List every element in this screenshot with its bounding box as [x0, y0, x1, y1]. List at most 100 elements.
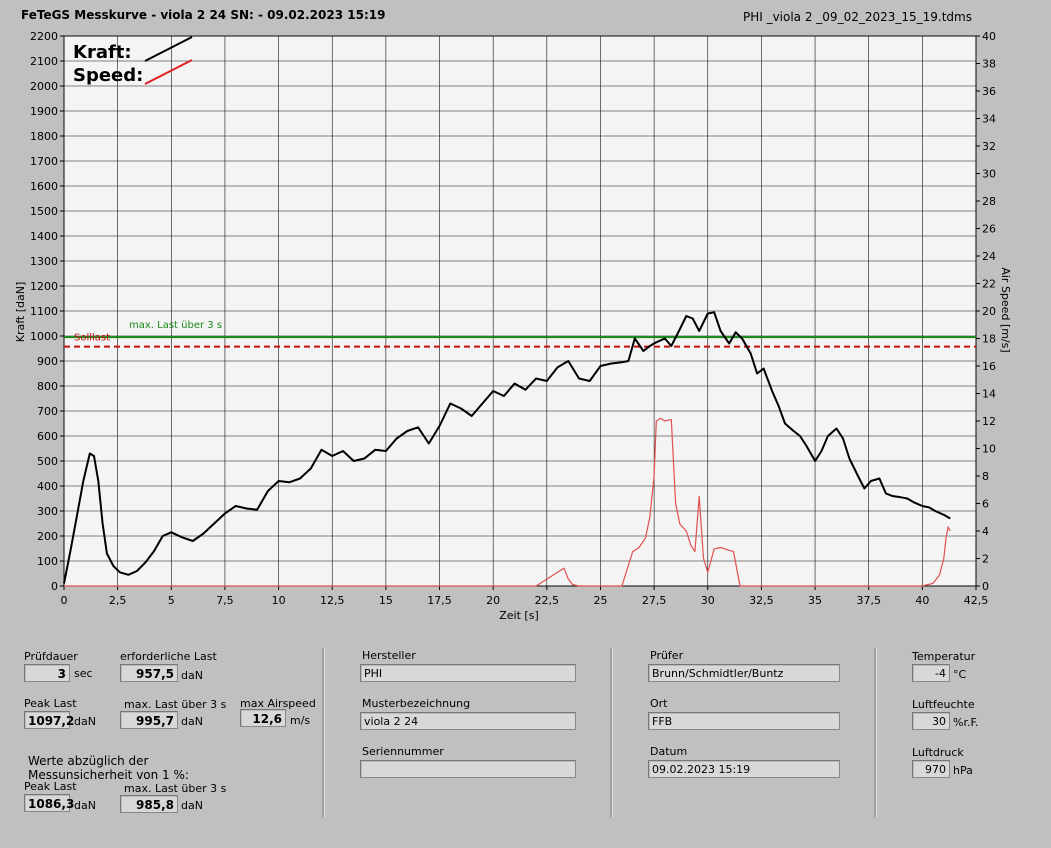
- ort-field: FFB: [648, 712, 840, 730]
- y2-tick-label: 32: [982, 140, 996, 153]
- y2-tick-label: 6: [982, 498, 989, 511]
- x-ticks: 0 2,5 5 7,5 10 12,5 15 17,5 20 22,5 25 27,5 30 32,5 35…: [61, 586, 989, 607]
- y-tick-label: 1100: [30, 305, 58, 318]
- x-tick-label: 30: [701, 594, 715, 607]
- peak-last-value: 1097,2: [24, 711, 74, 729]
- feuchte-value: 30: [912, 712, 950, 730]
- y-tick-label: 1000: [30, 330, 58, 343]
- muster-label: Musterbezeichnung: [362, 697, 471, 710]
- temp-value: -4: [912, 664, 950, 682]
- pruefer-label: Prüfer: [650, 649, 684, 662]
- datum-field: 09.02.2023 15:19: [648, 760, 840, 778]
- y-tick-label: 900: [37, 355, 58, 368]
- y2-tick-label: 22: [982, 278, 996, 291]
- x-tick-label: 25: [593, 594, 607, 607]
- x-tick-label: 7,5: [216, 594, 234, 607]
- pruefdauer-value: 3: [24, 664, 70, 682]
- peak-last2-unit: daN: [74, 799, 96, 812]
- datum-label: Datum: [650, 745, 688, 758]
- x-tick-label: 15: [379, 594, 393, 607]
- y-tick-label: 600: [37, 430, 58, 443]
- x-tick-label: 42,5: [964, 594, 989, 607]
- hersteller-label: Hersteller: [362, 649, 416, 662]
- y2-tick-label: 40: [982, 30, 996, 43]
- werte-label-1: Werte abzüglich der: [28, 754, 149, 768]
- y2-tick-label: 20: [982, 305, 996, 318]
- pruefdauer-unit: sec: [74, 667, 93, 680]
- x-tick-label: 20: [486, 594, 500, 607]
- y-tick-label: 2200: [30, 30, 58, 43]
- y-tick-label: 1200: [30, 280, 58, 293]
- serien-label: Seriennummer: [362, 745, 444, 758]
- y-ticks: 0 100 200 300 400 500 600 700 800 900 1000 1100 1200…: [30, 30, 64, 593]
- legend-label: Kraft:: [73, 42, 132, 63]
- y2-tick-label: 0: [982, 580, 989, 593]
- muster-field: viola 2 24: [360, 712, 576, 730]
- reference-lines: max. Last über 3 s Solllast: [64, 320, 976, 348]
- x-tick-label: 17,5: [427, 594, 452, 607]
- x-tick-label: 35: [808, 594, 822, 607]
- y2-tick-label: 14: [982, 388, 996, 401]
- serien-field: [360, 760, 576, 778]
- separator: [874, 648, 877, 818]
- file-name: PHI _viola 2 _09_02_2023_15_19.tdms: [742, 10, 972, 24]
- x-tick-label: 32,5: [749, 594, 774, 607]
- legend-label: Speed:: [73, 65, 143, 86]
- x-tick-label: 12,5: [320, 594, 345, 607]
- reference-line-label: max. Last über 3 s: [129, 320, 222, 331]
- reference-line-label: Solllast: [74, 333, 110, 344]
- max-last2-unit: daN: [181, 799, 203, 812]
- y-tick-label: 1400: [30, 230, 58, 243]
- legend-swatch: [144, 59, 193, 85]
- peak-last2-label: Peak Last: [24, 780, 77, 793]
- x-tick-label: 5: [168, 594, 175, 607]
- y2-tick-label: 38: [982, 58, 996, 71]
- legend: Kraft:Speed:: [73, 36, 193, 86]
- max-last-unit: daN: [181, 715, 203, 728]
- y-tick-label: 2000: [30, 80, 58, 93]
- max-last2-label: max. Last über 3 s: [124, 782, 227, 795]
- y-tick-label: 500: [37, 455, 58, 468]
- y2-tick-label: 36: [982, 85, 996, 98]
- x-tick-label: 0: [61, 594, 68, 607]
- y2-axis-label: Air Speed [m/s]: [999, 267, 1012, 352]
- druck-value: 970: [912, 760, 950, 778]
- peak-last2-value: 1086,3: [24, 794, 74, 812]
- y-tick-label: 1900: [30, 105, 58, 118]
- y2-tick-label: 8: [982, 470, 989, 483]
- max-last-label: max. Last über 3 s: [124, 698, 227, 711]
- separator: [322, 648, 325, 818]
- peak-last-label: Peak Last: [24, 697, 77, 710]
- max-airspeed-label: max Airspeed: [240, 697, 316, 710]
- chart-title: FeTeGS Messkurve - viola 2 24 SN: - 09.0…: [21, 8, 386, 22]
- pruefdauer-label: Prüfdauer: [24, 650, 78, 663]
- separator: [610, 648, 613, 818]
- y2-tick-label: 4: [982, 525, 989, 538]
- x-tick-label: 22,5: [535, 594, 560, 607]
- ort-label: Ort: [650, 697, 668, 710]
- x-tick-label: 27,5: [642, 594, 667, 607]
- y2-tick-label: 26: [982, 223, 996, 236]
- erf-last-unit: daN: [181, 669, 203, 682]
- y-tick-label: 200: [37, 530, 58, 543]
- feuchte-label: Luftfeuchte: [912, 698, 975, 711]
- y-axis-label: Kraft [daN]: [14, 282, 27, 343]
- y-tick-label: 2100: [30, 55, 58, 68]
- series: [63, 311, 951, 587]
- temp-label: Temperatur: [912, 650, 976, 663]
- werte-label-2: Messunsicherheit von 1 %:: [28, 768, 189, 782]
- x-tick-label: 40: [915, 594, 929, 607]
- y2-tick-label: 18: [982, 333, 996, 346]
- y2-tick-label: 10: [982, 443, 996, 456]
- y-tick-label: 1600: [30, 180, 58, 193]
- max-last2-value: 985,8: [120, 795, 178, 813]
- y-tick-label: 700: [37, 405, 58, 418]
- x-tick-label: 37,5: [856, 594, 881, 607]
- series-line-speed: [64, 417, 951, 587]
- x-tick-label: 10: [272, 594, 286, 607]
- druck-label: Luftdruck: [912, 746, 964, 759]
- x-tick-label: 2,5: [109, 594, 127, 607]
- legend-swatch: [144, 36, 193, 62]
- y-tick-label: 800: [37, 380, 58, 393]
